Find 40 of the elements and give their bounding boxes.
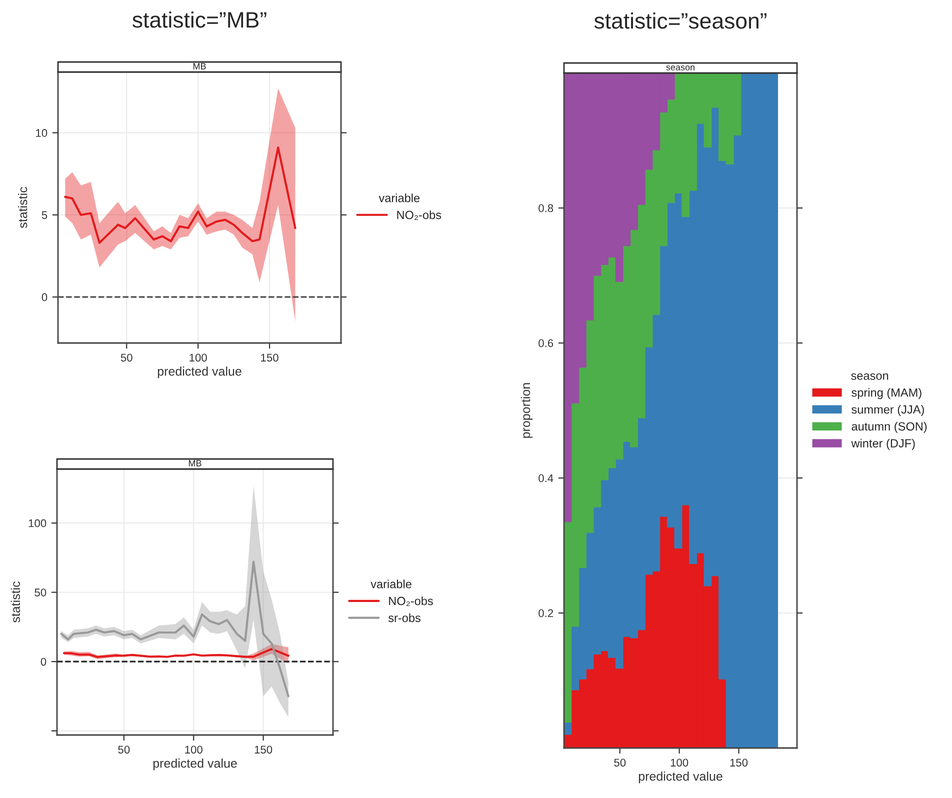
x-tick-label: 150	[254, 746, 272, 754]
x-tick-label: 100	[190, 354, 207, 362]
y-tick-label: 50	[34, 588, 46, 596]
x-tick-label: 100	[670, 758, 688, 767]
x-tick-label: 100	[185, 746, 202, 754]
x-tick-label: 50	[118, 746, 130, 754]
legend-label: autumn (SON)	[852, 422, 927, 433]
y-tick-label: 100	[28, 519, 46, 528]
legend-title: variable	[370, 580, 412, 588]
chart-subtitle: season	[666, 65, 694, 70]
legend-label: NO₂-obs	[389, 596, 433, 606]
chart-title: statistic=”season”	[594, 12, 766, 29]
chart-subtitle: MB	[193, 63, 206, 70]
x-tick-label: 50	[614, 758, 626, 767]
x-axis-title: predicted value	[638, 772, 722, 784]
legend-label: NO₂-obs	[397, 210, 442, 220]
legend-label: summer (JJA)	[852, 404, 924, 416]
x-tick-label: 150	[730, 758, 748, 767]
y-tick-label: 10	[36, 129, 48, 137]
x-tick-label: 50	[120, 354, 132, 362]
legend-label: spring (MAM)	[852, 388, 922, 400]
chart-subtitle: MB	[188, 460, 202, 466]
y-tick-label: 0.8	[538, 204, 554, 212]
x-axis-title: predicted value	[158, 366, 242, 378]
y-axis-title: statistic	[18, 186, 28, 228]
y-tick-label: 0	[42, 293, 48, 302]
y-tick-label: 0.6	[538, 339, 554, 348]
x-tick-label: 150	[261, 354, 278, 362]
legend-title: variable	[378, 194, 420, 202]
legend-title: season	[851, 373, 888, 380]
chart-title: statistic=”MB”	[132, 11, 266, 28]
x-axis-title: predicted value	[153, 758, 237, 770]
y-tick-label: 0.4	[538, 474, 554, 482]
y-tick-label: 5	[42, 211, 48, 220]
y-axis-title: statistic	[10, 581, 20, 622]
y-tick-label: 0.2	[538, 609, 554, 618]
y-axis-title: proportion	[520, 383, 533, 438]
legend-label: winter (DJF)	[851, 438, 915, 450]
y-tick-label: 0	[40, 658, 46, 666]
legend-label: sr-obs	[388, 613, 420, 622]
